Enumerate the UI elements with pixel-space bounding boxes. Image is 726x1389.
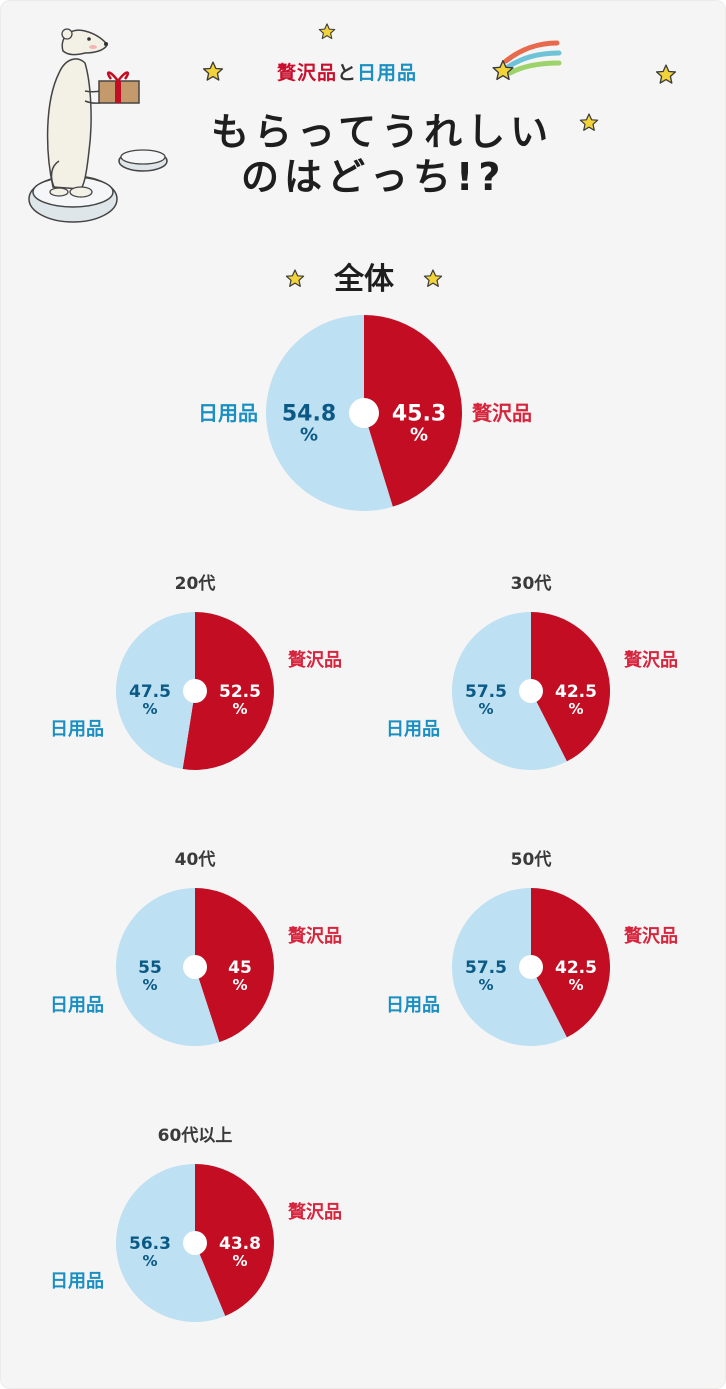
chart-title: 50代 [511, 849, 552, 870]
chart-title: 60代以上 [158, 1125, 233, 1146]
category-label-luxury: 贅沢品 [624, 925, 678, 947]
pie-slice-daily [452, 612, 567, 770]
unit-label-daily: % [142, 1252, 157, 1270]
chart-title: 30代 [511, 573, 552, 594]
star-icon [423, 269, 443, 287]
category-label-daily: 日用品 [50, 719, 104, 740]
value-label-daily: 57.5 [465, 958, 507, 978]
shooting-star-icon [492, 40, 562, 81]
pie-slice-luxury [531, 611, 611, 762]
pie-charts-group: 全体45.3%54.8%贅沢品日用品20代52.5%47.5%贅沢品日用品30代… [50, 262, 678, 1322]
star-icon [579, 113, 599, 131]
pie-slice-luxury [182, 612, 274, 771]
value-label-daily: 57.5 [465, 682, 507, 702]
unit-label-luxury: % [232, 700, 247, 718]
chart-title: 20代 [175, 573, 216, 594]
pie-center-hole [519, 955, 543, 979]
pie-slice-luxury [195, 1164, 275, 1316]
pie-slice-daily [266, 315, 393, 511]
star-icon [655, 64, 677, 84]
pie-slice-daily [115, 888, 220, 1046]
subtitle-daily: 日用品 [357, 62, 418, 84]
page-title-line-2: のはどっち!? [241, 155, 506, 199]
category-label-daily: 日用品 [50, 995, 104, 1016]
pie-slice-daily [116, 1164, 226, 1322]
category-label-luxury: 贅沢品 [624, 649, 678, 671]
pie-slice-daily [115, 612, 195, 770]
category-label-daily: 日用品 [386, 719, 440, 740]
unit-label-daily: % [142, 976, 157, 994]
value-label-daily: 54.8 [282, 402, 336, 427]
unit-label-daily: % [142, 700, 157, 718]
page-title-line-1: もらってうれしい [211, 110, 554, 154]
category-label-luxury: 贅沢品 [472, 401, 532, 425]
unit-label-luxury: % [232, 1252, 247, 1270]
value-label-daily: 55 [138, 958, 162, 978]
unit-label-luxury: % [410, 425, 428, 446]
unit-label-daily: % [478, 976, 493, 994]
pie-center-hole [183, 1231, 207, 1255]
unit-label-daily: % [300, 425, 318, 446]
value-label-luxury: 45.3 [392, 402, 446, 427]
chart-title: 全体 [333, 262, 395, 297]
star-icon [202, 61, 224, 81]
unit-label-luxury: % [568, 700, 583, 718]
value-label-luxury: 45 [228, 958, 252, 978]
pie-slice-daily [452, 888, 567, 1046]
star-icon [318, 23, 336, 40]
category-label-luxury: 贅沢品 [288, 1201, 342, 1223]
value-label-luxury: 42.5 [555, 682, 597, 702]
category-label-daily: 日用品 [198, 401, 258, 425]
category-label-luxury: 贅沢品 [288, 925, 342, 947]
star-icon [285, 269, 305, 287]
unit-label-daily: % [478, 700, 493, 718]
category-label-daily: 日用品 [50, 1271, 104, 1292]
chart-title: 40代 [175, 849, 216, 870]
unit-label-luxury: % [568, 976, 583, 994]
gift-box-icon [98, 71, 140, 104]
pie-center-hole [183, 955, 207, 979]
polar-bear-illustration [28, 28, 118, 223]
value-label-luxury: 43.8 [219, 1234, 261, 1254]
ice-floe [118, 149, 168, 172]
pie-slice-luxury [195, 888, 274, 1043]
header-subtitle: 贅沢品と日用品 [277, 58, 417, 85]
value-label-daily: 56.3 [129, 1234, 171, 1254]
value-label-luxury: 52.5 [219, 682, 261, 702]
pie-center-hole [349, 398, 379, 428]
pie-slice-luxury [531, 888, 611, 1038]
category-label-daily: 日用品 [386, 995, 440, 1016]
pie-slice-luxury [364, 315, 463, 507]
category-label-luxury: 贅沢品 [288, 649, 342, 671]
pie-center-hole [183, 679, 207, 703]
value-label-luxury: 42.5 [555, 958, 597, 978]
value-label-daily: 47.5 [129, 682, 171, 702]
subtitle-luxury: 贅沢品 [277, 62, 338, 84]
subtitle-and: と [337, 62, 358, 84]
pie-center-hole [519, 679, 543, 703]
unit-label-luxury: % [232, 976, 247, 994]
